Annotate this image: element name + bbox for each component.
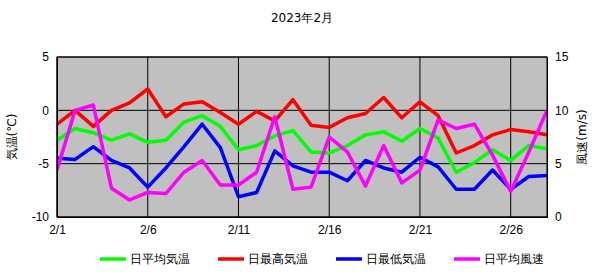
tick: 5	[42, 50, 57, 64]
tick-label: 0	[42, 104, 49, 118]
tick: 2/26	[500, 217, 524, 237]
legend-label: 日平均風速	[484, 252, 544, 266]
title: 2023年2月	[271, 11, 333, 25]
x-axis: 2/1 2/6 2/11 2/16 2/21 2/26	[49, 217, 547, 237]
tick-label: 15	[555, 50, 569, 64]
legend-swatch	[100, 257, 126, 261]
tick-label: 2/21	[409, 223, 433, 237]
y2-axis: 0 5 10 15	[547, 50, 569, 224]
tick: 2/6	[140, 217, 157, 237]
tick: 0	[42, 104, 57, 118]
tick-label: 2/11	[228, 223, 251, 237]
y2-axis-title: 風速(m/s)	[575, 109, 589, 164]
tick: -10	[32, 210, 57, 224]
chart: 2/1 2/6 2/11 2/16 2/21 2/26 -10 -5 0 5 0 5 10 15 2023年…	[0, 0, 599, 277]
tick: 2/21	[409, 217, 433, 237]
tick-label: 0	[555, 210, 562, 224]
legend: 日平均気温 日最高気温 日最低気温 日平均風速	[100, 252, 544, 266]
tick-label: -5	[38, 157, 49, 171]
tick-label: 2/26	[500, 223, 524, 237]
tick-label: 2/1	[49, 223, 66, 237]
legend-swatch	[218, 257, 244, 261]
tick: 15	[547, 50, 569, 64]
tick-label: 2/6	[140, 223, 157, 237]
series-line	[57, 89, 547, 153]
legend-label: 日最低気温	[366, 252, 426, 266]
tick: 10	[547, 104, 569, 118]
series-line	[57, 124, 547, 197]
tick-label: -10	[32, 210, 50, 224]
axis-line	[58, 217, 548, 218]
legend-swatch	[336, 257, 362, 261]
legend-label: 日最高気温	[248, 252, 308, 266]
grid-line-x	[419, 57, 420, 217]
plot-frame	[57, 57, 547, 217]
tick: 2/16	[318, 217, 342, 237]
series-line	[57, 105, 547, 200]
tick: 5	[547, 157, 562, 171]
lines	[57, 89, 547, 200]
tick: 2/11	[228, 217, 251, 237]
tick: 2/1	[49, 217, 66, 237]
y-axis-title: 気温(℃)	[5, 114, 19, 161]
tick: -5	[38, 157, 57, 171]
legend-swatch	[454, 257, 480, 261]
tick-label: 10	[555, 104, 569, 118]
grid	[57, 57, 547, 217]
tick-label: 5	[555, 157, 562, 171]
plot-background	[57, 57, 547, 217]
axis-line	[547, 58, 548, 218]
axis-line	[57, 58, 58, 218]
y-axis: -10 -5 0 5	[32, 50, 58, 224]
tick-label: 2/16	[318, 223, 342, 237]
tick-label: 5	[42, 50, 49, 64]
tick: 0	[547, 210, 562, 224]
legend-label: 日平均気温	[130, 252, 190, 266]
